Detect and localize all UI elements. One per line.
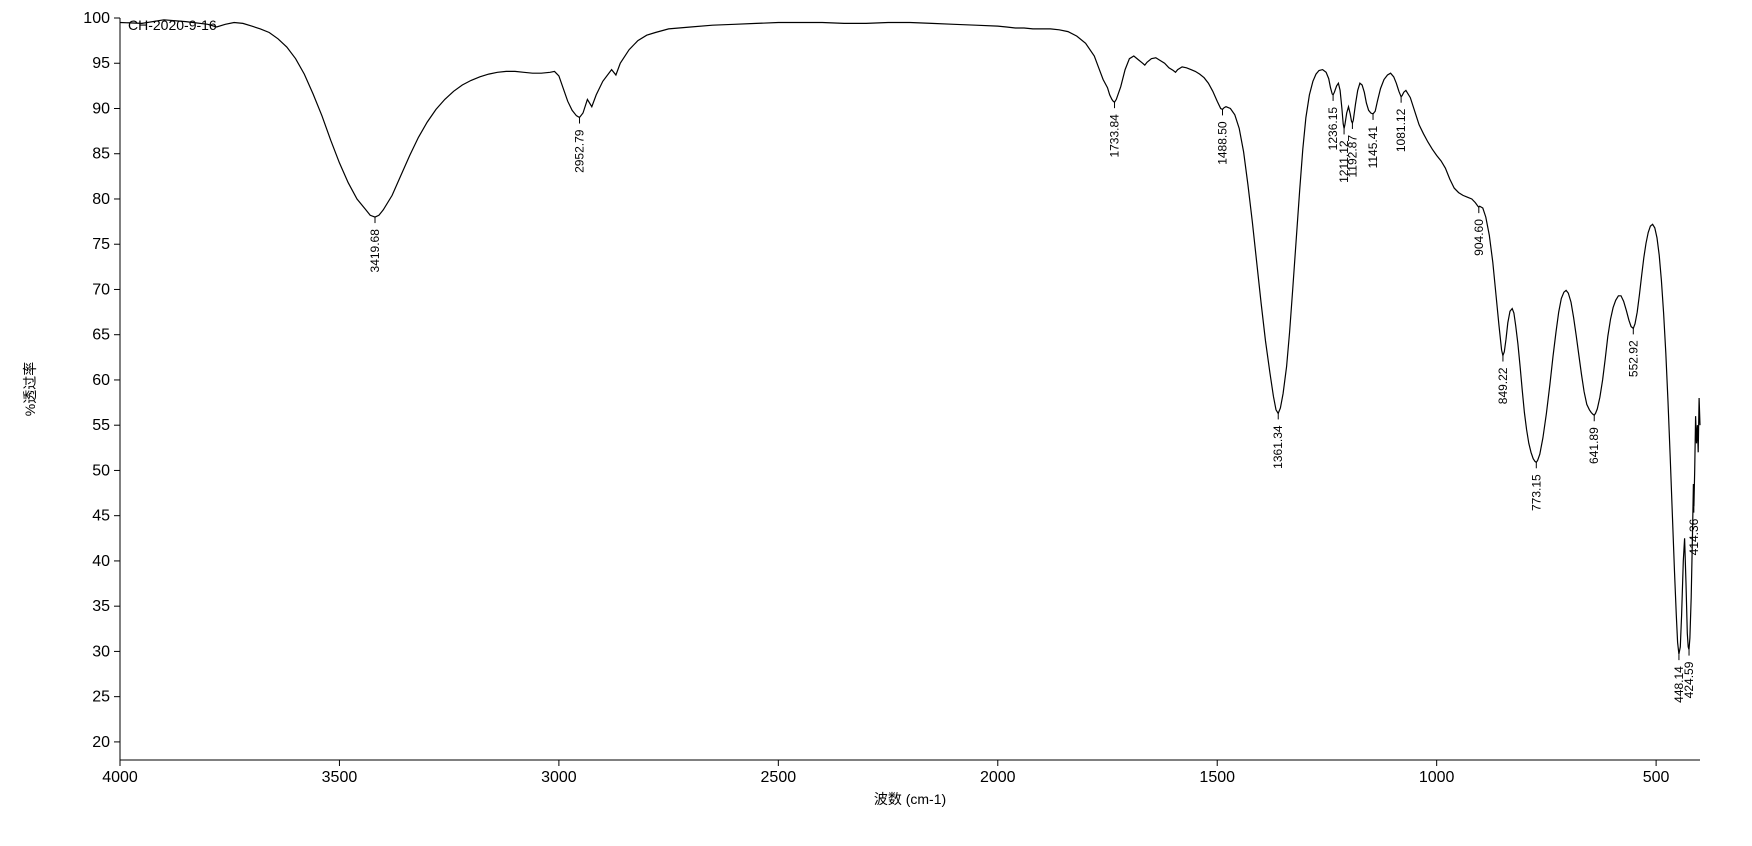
peak-label: 3419.68 <box>368 229 382 273</box>
x-tick-label: 1500 <box>1199 769 1235 786</box>
chart-svg: 20 25 30 35 40 45 50 55 60 65 70 75 80 85 90 95 100 4000 3… <box>0 0 1752 846</box>
x-axis-title: 波数 (cm-1) <box>874 791 946 807</box>
y-tick-label: 45 <box>92 508 110 525</box>
peak-label: 414.36 <box>1687 518 1701 555</box>
x-tick-label: 500 <box>1643 769 1670 786</box>
spectrum-trace <box>120 20 1700 654</box>
y-tick-label: 55 <box>92 417 110 434</box>
y-tick-label: 70 <box>92 281 110 298</box>
peak-label: 552.92 <box>1626 340 1640 377</box>
y-tick-label: 20 <box>92 734 110 751</box>
x-tick-label: 3000 <box>541 769 577 786</box>
peak-label: 773.15 <box>1529 474 1543 511</box>
x-tick-label: 2000 <box>980 769 1016 786</box>
peak-label: 1145.41 <box>1366 126 1380 169</box>
peak-label: 1361.34 <box>1271 425 1285 469</box>
y-tick-label: 60 <box>92 372 110 389</box>
x-tick-label: 3500 <box>322 769 358 786</box>
ir-spectrum-chart: 20 25 30 35 40 45 50 55 60 65 70 75 80 85 90 95 100 4000 3… <box>0 0 1752 846</box>
y-tick-label: 100 <box>83 10 110 27</box>
y-axis-title: %透过率 <box>22 362 38 416</box>
y-tick-label: 75 <box>92 236 110 253</box>
x-tick-label: 2500 <box>761 769 797 786</box>
y-tick-label: 40 <box>92 553 110 570</box>
peak-label: 904.60 <box>1472 219 1486 256</box>
y-tick-label: 25 <box>92 689 110 706</box>
x-tick-label: 1000 <box>1419 769 1455 786</box>
peak-label: 1081.12 <box>1394 108 1408 152</box>
y-tick-label: 90 <box>92 100 110 117</box>
y-tick-label: 35 <box>92 598 110 615</box>
x-tick-label: 4000 <box>102 769 138 786</box>
y-tick-label: 30 <box>92 643 110 660</box>
peak-label: 849.22 <box>1496 367 1510 404</box>
y-tick-label: 65 <box>92 327 110 344</box>
peak-label: 641.89 <box>1587 427 1601 464</box>
peak-label: 1192.87 <box>1345 135 1359 178</box>
peak-label: 1488.50 <box>1215 121 1229 165</box>
peak-label: 1733.84 <box>1108 114 1122 158</box>
y-tick-label: 85 <box>92 146 110 163</box>
sample-id-label: CH-2020-9-16 <box>128 17 217 33</box>
y-tick-label: 95 <box>92 55 110 72</box>
peak-label: 2952.79 <box>573 129 587 173</box>
peak-label: 424.59 <box>1682 661 1696 698</box>
y-tick-label: 80 <box>92 191 110 208</box>
y-tick-label: 50 <box>92 462 110 479</box>
